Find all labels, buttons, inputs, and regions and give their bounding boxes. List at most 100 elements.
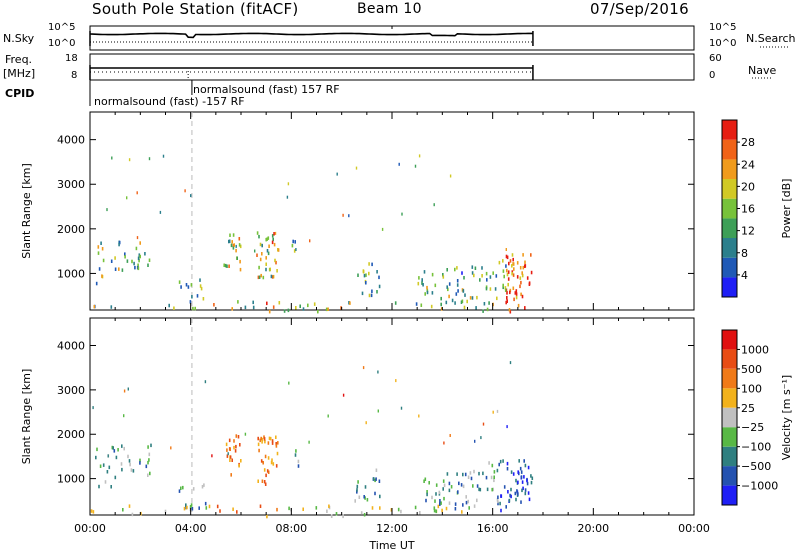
- echo-cell: [440, 501, 442, 505]
- echo-cell: [229, 447, 231, 451]
- echo-cell: [271, 439, 274, 443]
- velocity-frame: [89, 317, 695, 516]
- echo-cell: [265, 262, 267, 266]
- echo-cell: [239, 244, 242, 249]
- echo-cell: [493, 470, 496, 474]
- echo-cell: [503, 274, 505, 279]
- echo-cell: [521, 488, 523, 493]
- echo-cell: [259, 257, 262, 262]
- x-axis-label: Time UT: [368, 539, 414, 552]
- echo-cell: [260, 273, 262, 278]
- echo-cell: [112, 446, 114, 450]
- power-ytick-label: 4000: [57, 134, 85, 147]
- echo-cell: [233, 445, 235, 450]
- echo-cell: [121, 268, 124, 272]
- echo-cell: [435, 483, 438, 487]
- echo-cell: [118, 242, 120, 247]
- echo-cell: [490, 475, 493, 480]
- echo-cell: [435, 492, 437, 496]
- echo-cell: [229, 458, 231, 462]
- echo-cell: [486, 278, 488, 282]
- echo-cell: [228, 438, 231, 443]
- echo-cell: [507, 270, 510, 274]
- echo-cell: [524, 491, 527, 496]
- echo-cell: [433, 506, 436, 510]
- echo-cell: [520, 292, 522, 297]
- echo-cell: [362, 270, 365, 274]
- echo-cell: [506, 461, 509, 466]
- echo-cell: [471, 296, 474, 300]
- echo-cell: [515, 497, 517, 502]
- echo-cell: [517, 492, 519, 496]
- echo-cell: [196, 294, 199, 298]
- echo-cell: [357, 480, 359, 484]
- echo-cell: [528, 497, 531, 502]
- echo-cell: [129, 462, 131, 467]
- echo-cell: [148, 452, 151, 457]
- echo-cell: [261, 437, 264, 442]
- echo-cell: [502, 285, 504, 290]
- echo-cell: [504, 288, 507, 292]
- echo-cell: [520, 470, 523, 474]
- echo-cell: [199, 278, 201, 282]
- echo-cell: [454, 507, 457, 511]
- echo-cell: [398, 162, 400, 166]
- echo-cell: [252, 300, 254, 305]
- echo-cell: [136, 236, 139, 240]
- echo-cell: [371, 506, 374, 510]
- echo-cell: [460, 300, 463, 304]
- echo-cell: [114, 267, 117, 271]
- colorbar-tick-label: −1000: [741, 480, 778, 493]
- echo-cell: [502, 259, 504, 263]
- echo-cell: [449, 434, 451, 437]
- echo-cell: [204, 380, 207, 384]
- echo-cell: [431, 495, 433, 500]
- echo-cell: [231, 240, 233, 244]
- echo-cell: [474, 266, 477, 270]
- echo-cell: [278, 301, 281, 305]
- echo-cell: [326, 509, 328, 513]
- echo-cell: [362, 366, 365, 370]
- echo-cell: [524, 488, 527, 492]
- echo-cell: [506, 425, 508, 429]
- echo-cell: [147, 460, 149, 465]
- echo-cell: [137, 256, 140, 261]
- echo-cell: [521, 294, 524, 299]
- echo-cell: [422, 283, 424, 287]
- echo-cell: [512, 262, 515, 266]
- echo-cell: [522, 265, 525, 270]
- echo-cell: [266, 249, 269, 253]
- power-ytick-label: 3000: [57, 178, 85, 191]
- echo-cell: [478, 471, 480, 476]
- echo-cell: [272, 462, 275, 466]
- echo-cell: [371, 262, 373, 267]
- echo-cell: [259, 242, 262, 247]
- echo-cell: [423, 479, 425, 483]
- echo-cell: [465, 500, 468, 505]
- echo-cell: [439, 499, 441, 503]
- echo-cell: [420, 303, 423, 307]
- echo-cell: [508, 308, 511, 312]
- nave-tick-low: 0: [709, 70, 716, 81]
- echo-cell: [98, 484, 100, 489]
- echo-cell: [524, 260, 526, 264]
- echo-cell: [111, 445, 114, 450]
- echo-cell: [137, 263, 139, 267]
- echo-cell: [421, 278, 423, 282]
- echo-cell: [451, 298, 454, 303]
- echo-cell: [191, 295, 193, 299]
- colorbar-tick-label: −25: [741, 421, 764, 434]
- echo-cell: [93, 304, 96, 309]
- echo-cell: [510, 470, 513, 474]
- echo-cell: [483, 302, 486, 306]
- echo-cell: [123, 446, 125, 451]
- echo-cell: [128, 504, 131, 508]
- echo-cell: [302, 507, 304, 511]
- colorbar-swatch: [722, 485, 737, 505]
- echo-cell: [511, 253, 514, 257]
- echo-cell: [257, 275, 260, 280]
- echo-cell: [499, 459, 502, 464]
- echo-cell: [113, 449, 116, 453]
- echo-cell: [442, 487, 444, 491]
- echo-cell: [102, 463, 105, 467]
